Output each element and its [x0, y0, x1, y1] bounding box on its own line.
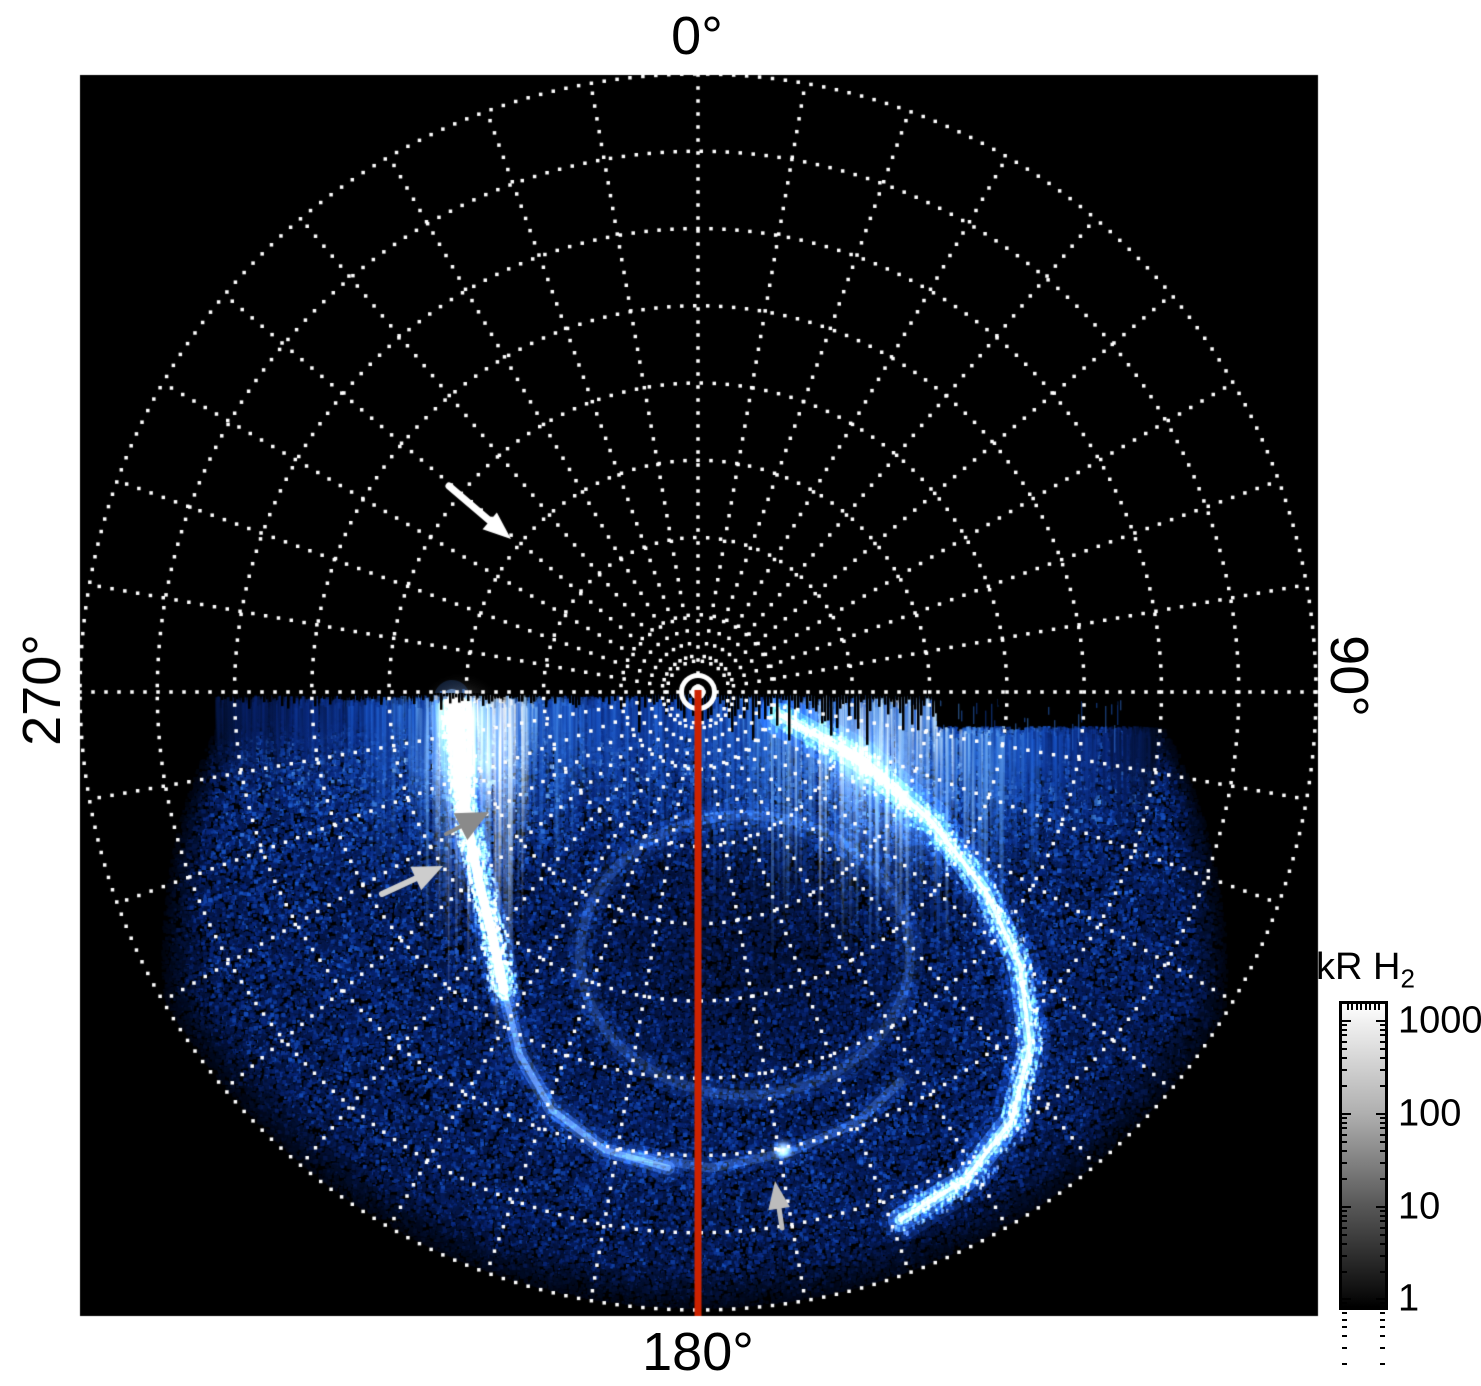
- colorbar-tick-mark: [1342, 1029, 1347, 1031]
- colorbar-tick-mark: [1380, 1220, 1385, 1223]
- colorbar-tick-label: 1: [1398, 1277, 1420, 1320]
- colorbar-tick-mark: [1355, 1004, 1358, 1010]
- colorbar-tick-mark: [1342, 1020, 1351, 1022]
- colorbar-tick-mark: [1351, 1004, 1354, 1010]
- colorbar-tick-mark: [1380, 1133, 1385, 1136]
- colorbar-tick-mark: [1380, 1312, 1385, 1315]
- colorbar-tick-mark: [1380, 1122, 1385, 1124]
- colorbar-tick-mark: [1380, 1254, 1385, 1257]
- colorbar-tick-mark: [1342, 1312, 1347, 1315]
- colorbar-tick-mark: [1380, 1150, 1385, 1152]
- colorbar-tick-mark: [1380, 1057, 1385, 1059]
- colorbar-tick-mark: [1342, 1215, 1347, 1217]
- colorbar-tick-mark: [1342, 1034, 1347, 1037]
- colorbar-tick-mark: [1342, 1206, 1351, 1208]
- angle-label-90: 90°: [1319, 635, 1379, 717]
- colorbar-tick-mark: [1342, 1113, 1351, 1115]
- colorbar-tick-mark: [1376, 1113, 1385, 1115]
- colorbar-tick-mark: [1342, 1117, 1347, 1120]
- colorbar-title-subscript: 2: [1400, 963, 1415, 994]
- colorbar-tick-mark: [1342, 1220, 1347, 1223]
- colorbar-tick-mark: [1342, 1040, 1347, 1043]
- colorbar-tick-mark: [1380, 1117, 1385, 1120]
- colorbar-tick-mark: [1380, 1318, 1385, 1321]
- colorbar-tick-mark: [1342, 1133, 1347, 1136]
- angle-label-270: 270°: [12, 634, 72, 746]
- colorbar-tick-mark: [1380, 1307, 1385, 1309]
- colorbar-tick-mark: [1360, 1004, 1363, 1010]
- colorbar-title-main: kR H: [1316, 946, 1401, 988]
- colorbar-tick-mark: [1342, 1318, 1347, 1321]
- colorbar-tick-mark: [1380, 1068, 1385, 1071]
- colorbar-tick-mark: [1380, 1029, 1385, 1031]
- colorbar-tick-mark: [1342, 1210, 1347, 1213]
- colorbar-tick-mark: [1378, 1004, 1381, 1010]
- colorbar-tick-mark: [1342, 1085, 1347, 1087]
- colorbar-tick-mark: [1380, 1325, 1385, 1328]
- colorbar-tick-label: 1000: [1398, 999, 1481, 1042]
- colorbar-title: kR H2: [1316, 946, 1415, 995]
- colorbar-tick-mark: [1342, 1298, 1351, 1300]
- angle-label-0: 0°: [671, 6, 723, 66]
- colorbar-tick-mark: [1342, 1307, 1347, 1309]
- colorbar-tick-mark: [1342, 1161, 1347, 1164]
- colorbar-tick-mark: [1380, 1040, 1385, 1043]
- colorbar-tick-mark: [1342, 1243, 1347, 1245]
- colorbar-tick-mark: [1342, 1254, 1347, 1257]
- colorbar-tick-mark: [1346, 1004, 1349, 1010]
- colorbar-tick-mark: [1380, 1047, 1385, 1050]
- colorbar-tick-label: 10: [1398, 1185, 1441, 1228]
- colorbar: [1339, 1001, 1388, 1310]
- colorbar-tick-mark: [1342, 1346, 1347, 1349]
- colorbar-tick-mark: [1380, 1335, 1385, 1337]
- colorbar-tick-mark: [1380, 1302, 1385, 1305]
- colorbar-tick-mark: [1342, 1150, 1347, 1152]
- colorbar-tick-mark: [1342, 1047, 1347, 1050]
- angle-label-180: 180°: [642, 1322, 754, 1382]
- colorbar-tick-mark: [1342, 1140, 1347, 1143]
- colorbar-tick-mark: [1380, 1034, 1385, 1037]
- colorbar-tick-mark: [1380, 1178, 1385, 1180]
- colorbar-tick-mark: [1342, 1302, 1347, 1305]
- colorbar-tick-mark: [1364, 1004, 1367, 1010]
- colorbar-tick-mark: [1380, 1210, 1385, 1213]
- colorbar-tick-mark: [1380, 1085, 1385, 1087]
- colorbar-tick-mark: [1342, 1068, 1347, 1071]
- colorbar-tick-mark: [1342, 1024, 1347, 1027]
- colorbar-tick-mark: [1380, 1161, 1385, 1164]
- colorbar-tick-mark: [1342, 1226, 1347, 1229]
- colorbar-tick-mark: [1376, 1298, 1385, 1300]
- colorbar-tick-mark: [1369, 1004, 1372, 1010]
- colorbar-tick-mark: [1376, 1020, 1385, 1022]
- colorbar-tick-mark: [1342, 1178, 1347, 1180]
- colorbar-tick-mark: [1342, 1057, 1347, 1059]
- colorbar-tick-mark: [1380, 1127, 1385, 1130]
- colorbar-tick-mark: [1342, 1122, 1347, 1124]
- colorbar-tick-mark: [1380, 1024, 1385, 1027]
- colorbar-tick-mark: [1373, 1004, 1376, 1010]
- colorbar-tick-mark: [1380, 1233, 1385, 1236]
- colorbar-tick-mark: [1380, 1271, 1385, 1273]
- colorbar-tick-mark: [1380, 1243, 1385, 1245]
- colorbar-tick-mark: [1380, 1363, 1385, 1365]
- colorbar-tick-mark: [1342, 1271, 1347, 1273]
- colorbar-tick-mark: [1380, 1215, 1385, 1217]
- colorbar-tick-mark: [1342, 1363, 1347, 1365]
- colorbar-tick-mark: [1342, 1325, 1347, 1328]
- colorbar-tick-mark: [1376, 1206, 1385, 1208]
- colorbar-tick-mark: [1342, 1127, 1347, 1130]
- colorbar-tick-mark: [1380, 1346, 1385, 1349]
- colorbar-tick-mark: [1342, 1233, 1347, 1236]
- colorbar-tick-label: 100: [1398, 1092, 1462, 1135]
- colorbar-tick-mark: [1342, 1335, 1347, 1337]
- colorbar-tick-mark: [1380, 1226, 1385, 1229]
- colorbar-tick-mark: [1380, 1140, 1385, 1143]
